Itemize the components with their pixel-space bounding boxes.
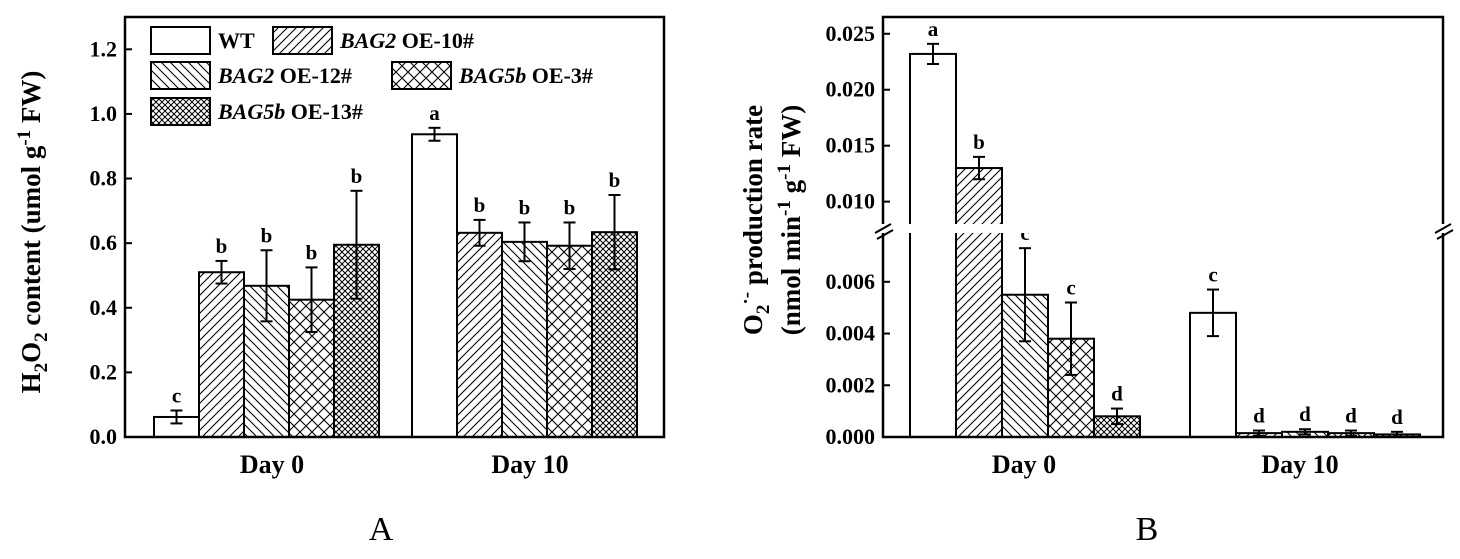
legend-label: BAG5b OE-13# — [217, 99, 363, 124]
significance-label: b — [973, 130, 985, 154]
y-axis-label-a: H2O2 content (umol g-1 FW) — [14, 71, 52, 394]
y-tick-label: 0.2 — [90, 359, 118, 384]
y-tick-label: 0.4 — [90, 295, 118, 320]
significance-label: c — [1020, 221, 1029, 245]
y-tick-label: 0.020 — [826, 77, 876, 102]
plot-frame-a — [123, 15, 666, 439]
bar — [501, 240, 548, 438]
significance-label: d — [1299, 402, 1311, 426]
y-tick-label: 0.6 — [90, 230, 118, 255]
panel-label-a: A — [369, 511, 394, 548]
bar — [411, 133, 458, 438]
y-tick-label: 0.002 — [826, 372, 876, 397]
significance-label: b — [474, 193, 486, 217]
y-tick-label: 0.010 — [826, 189, 876, 214]
chart-panel-a: H2O2 content (umol g-1 FW) 0.00.20.40.60… — [14, 15, 666, 548]
axis-break-marks — [870, 223, 1454, 240]
significance-label: c — [172, 384, 181, 408]
significance-label: b — [261, 223, 273, 247]
y-tick-label: 0.000 — [826, 424, 876, 449]
significance-label: d — [1253, 404, 1265, 428]
legend-swatch — [150, 97, 211, 126]
y-axis-ticks-b: 0.000 0.002 0.004 0.006 0.010 0.015 0.020 0.025 — [826, 21, 890, 449]
y-tick-label: 0.8 — [90, 166, 118, 191]
significance-label: c — [1208, 263, 1217, 287]
x-category-label: Day 0 — [992, 450, 1056, 479]
significance-label: b — [519, 195, 531, 219]
bar — [198, 271, 245, 438]
y-tick-label: 0.0 — [90, 424, 118, 449]
bar — [546, 244, 593, 438]
legend-label: BAG2 OE-10# — [339, 28, 474, 53]
significance-label: b — [564, 195, 576, 219]
significance-label: d — [1345, 404, 1357, 428]
significance-label: b — [609, 168, 621, 192]
significance-label: d — [1111, 382, 1123, 406]
legend-swatch — [391, 61, 452, 90]
chart-panel-b: O2·- production rate (nmol min-1 g-1 FW)… — [736, 15, 1454, 548]
significance-label: a — [928, 17, 939, 41]
x-category-label: Day 10 — [1261, 450, 1338, 479]
bar — [909, 52, 957, 439]
bar — [456, 231, 503, 438]
legend: WT BAG2 OE-10# BAG2 OE-12# BAG5b OE-3# B… — [150, 26, 593, 126]
bar — [955, 167, 1003, 438]
legend-label: BAG5b OE-3# — [458, 63, 593, 88]
significance-label: d — [1391, 405, 1403, 429]
y-tick-label: 0.015 — [826, 133, 876, 158]
significance-label: b — [351, 164, 363, 188]
panel-label-b: B — [1136, 511, 1159, 548]
y-tick-label: 0.004 — [826, 321, 876, 346]
y-tick-label: 1.0 — [90, 101, 118, 126]
y-axis-label-b-units: (nmol min-1 g-1 FW) — [774, 105, 806, 335]
significance-label: a — [429, 101, 440, 125]
legend-swatch — [150, 26, 211, 55]
y-tick-label: 0.006 — [826, 269, 876, 294]
significance-label: c — [1066, 275, 1075, 299]
legend-label: BAG2 OE-12# — [217, 63, 352, 88]
significance-label: b — [216, 234, 228, 258]
legend-label: WT — [218, 28, 255, 53]
y-tick-label: 0.025 — [826, 21, 876, 46]
y-tick-label: 1.2 — [90, 36, 118, 61]
x-category-label: Day 0 — [240, 450, 304, 479]
y-axis-ticks-a: 0.0 0.2 0.4 0.6 0.8 1.0 1.2 — [90, 36, 132, 449]
legend-swatch — [272, 26, 333, 55]
x-category-label: Day 10 — [491, 450, 568, 479]
bars-a: c a b b b b b b b b — [153, 101, 638, 439]
legend-swatch — [150, 61, 211, 90]
bars-b: a c b d c d c d d d — [909, 17, 1421, 439]
significance-label: b — [306, 240, 318, 264]
y-axis-label-b: O2·- production rate — [736, 105, 774, 335]
